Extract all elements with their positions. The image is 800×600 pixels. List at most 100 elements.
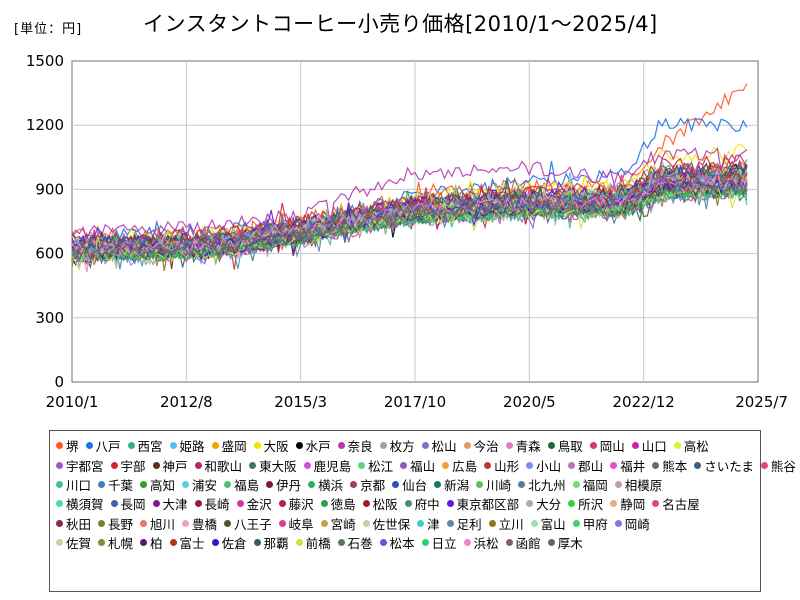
legend-marker-icon — [446, 519, 454, 527]
legend-item: 広島 — [442, 456, 477, 475]
legend-label: 川口 — [66, 477, 92, 493]
legend-marker-icon — [152, 500, 160, 508]
y-tick-label: 300 — [35, 309, 64, 327]
series-line-那覇 — [71, 162, 748, 254]
x-tick-label: 2015/3 — [274, 393, 327, 411]
unit-label: [単位：円] — [14, 22, 83, 37]
legend-label: 奈良 — [347, 439, 373, 455]
legend-marker-icon — [278, 500, 286, 508]
legend-marker-icon — [614, 519, 622, 527]
legend-label: 秋田 — [66, 516, 92, 532]
legend-item: 松本 — [379, 533, 415, 552]
legend-item: 川崎 — [476, 475, 511, 494]
legend-item: 厚木 — [547, 533, 583, 552]
legend-item: 福井 — [610, 456, 645, 475]
legend-item: 姫路 — [169, 436, 205, 455]
legend-label: 仙台 — [402, 477, 428, 493]
legend-item: 相模原 — [614, 475, 662, 494]
legend-marker-icon — [224, 480, 232, 488]
legend-marker-icon — [417, 519, 425, 527]
legend-item: 八戸 — [85, 436, 121, 455]
legend-label: 今治 — [473, 439, 499, 455]
legend-item: 長崎 — [194, 494, 230, 513]
legend-label: 小山 — [536, 458, 562, 474]
legend-item: 大阪 — [253, 436, 289, 455]
series-line-厚木 — [71, 180, 748, 263]
legend-marker-icon — [169, 442, 177, 450]
legend-item: 八王子 — [224, 514, 272, 533]
legend-marker-icon — [249, 461, 257, 469]
legend-label: 福島 — [234, 477, 260, 493]
legend-marker-icon — [505, 442, 513, 450]
x-tick-label: 2012/8 — [160, 393, 213, 411]
legend-label: 山形 — [494, 458, 520, 474]
legend-marker-icon — [303, 461, 311, 469]
legend-marker-icon — [98, 519, 106, 527]
legend-marker-icon — [182, 480, 190, 488]
legend-item: 佐倉 — [211, 533, 247, 552]
legend-marker-icon — [379, 539, 387, 547]
legend-marker-icon — [211, 442, 219, 450]
legend-item: 高知 — [140, 475, 175, 494]
legend-row: 秋田 長野 旭川 豊橋 八王子 岐阜 宮崎 佐世保津足利 立川 富山 甲府 岡崎 — [56, 514, 760, 533]
legend-marker-icon — [442, 461, 450, 469]
legend-marker-icon — [400, 461, 408, 469]
legend-marker-icon — [463, 539, 471, 547]
legend-item: 伊丹 — [266, 475, 301, 494]
legend-label: 鳥取 — [557, 439, 583, 455]
legend-marker-icon — [652, 461, 660, 469]
series-line-松本 — [71, 176, 748, 255]
legend-row: 川口 千葉 高知 浦安 福島 伊丹 横浜 京都 仙台 新潟 川崎 北九州 福岡 相模原 — [56, 475, 760, 494]
legend-marker-icon — [182, 519, 190, 527]
legend-label: 長野 — [108, 516, 134, 532]
legend-marker-icon — [421, 539, 429, 547]
legend-item: 鹿児島 — [303, 456, 351, 475]
legend-item: 名古屋 — [652, 494, 700, 513]
legend-label: 柏 — [150, 536, 163, 552]
legend-label: 西宮 — [137, 439, 163, 455]
legend-item: 宮崎 — [320, 514, 356, 533]
y-tick-label: 0 — [54, 373, 64, 391]
legend-marker-icon — [505, 539, 513, 547]
legend-label: 函館 — [515, 536, 541, 552]
legend-marker-icon — [140, 480, 148, 488]
legend-marker-icon — [224, 519, 232, 527]
legend-marker-icon — [760, 461, 768, 469]
legend-item: 徳島 — [320, 494, 356, 513]
legend-marker-icon — [631, 442, 639, 450]
legend-item: 水戸 — [295, 436, 331, 455]
y-tick-label: 1200 — [26, 116, 64, 134]
legend-item: 津 — [417, 514, 440, 533]
series-line-函館 — [71, 178, 748, 263]
legend-marker-icon — [614, 480, 622, 488]
legend-label: 宮崎 — [330, 516, 356, 532]
legend-item: 柏 — [140, 533, 163, 552]
legend-item: 長野 — [98, 514, 133, 533]
legend-item: 松江 — [358, 456, 393, 475]
legend-label: 佐賀 — [66, 536, 92, 552]
legend-label: 宇都宮 — [66, 458, 104, 474]
legend-marker-icon — [236, 500, 244, 508]
legend-marker-icon — [362, 519, 370, 527]
legend-label: 東京都区部 — [456, 497, 520, 513]
x-tick-label: 2017/10 — [384, 393, 446, 411]
legend-item: 山形 — [484, 456, 519, 475]
legend-marker-icon — [652, 500, 660, 508]
legend-label: 日立 — [431, 536, 457, 552]
legend-item: 枚方 — [379, 436, 415, 455]
legend-item: 浦安 — [182, 475, 217, 494]
legend-marker-icon — [56, 480, 63, 488]
y-tick-label: 600 — [35, 245, 64, 263]
legend-label: 新潟 — [444, 477, 470, 493]
legend-marker-icon — [320, 500, 328, 508]
legend-marker-icon — [526, 500, 534, 508]
legend-marker-icon — [421, 442, 429, 450]
legend-item: 新潟 — [434, 475, 469, 494]
legend-marker-icon — [56, 461, 63, 469]
legend-item: 富士 — [169, 533, 205, 552]
legend: 堺八戸 西宮 姫路 盛岡 大阪 水戸 奈良 枚方 松山 今治 青森 鳥取 岡山 山口 高松 宇都宮 宇部 神戸 和歌… — [49, 430, 796, 592]
legend-item: 郡山 — [568, 456, 603, 475]
legend-item: 大津 — [152, 494, 188, 513]
legend-label: 岡山 — [599, 439, 625, 455]
legend-marker-icon — [211, 539, 219, 547]
